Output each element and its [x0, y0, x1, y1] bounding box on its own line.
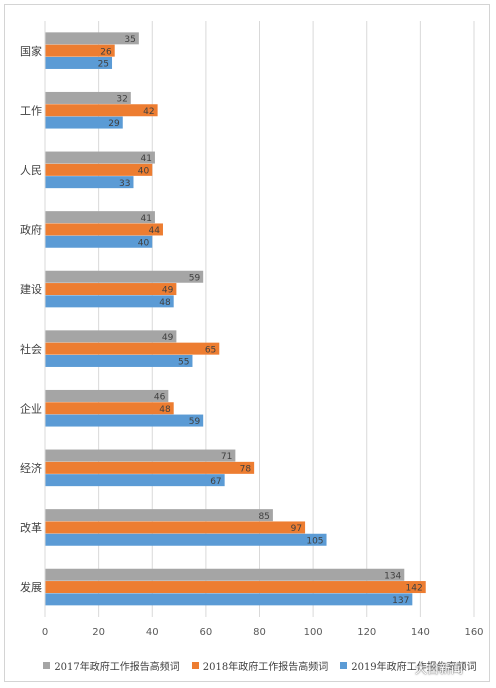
- bar: [45, 270, 204, 283]
- legend-item: 2019年政府工作报告高频词: [340, 658, 477, 673]
- legend-item: 2018年政府工作报告高频词: [191, 658, 329, 673]
- data-label: 40: [138, 238, 150, 248]
- x-tick-label: 80: [253, 627, 266, 638]
- bar: [45, 593, 413, 606]
- legend-swatch: [43, 661, 51, 669]
- category-label: 企业: [20, 401, 42, 415]
- x-tick-label: 160: [464, 627, 483, 638]
- data-label: 71: [221, 452, 232, 462]
- data-label: 134: [384, 571, 401, 581]
- bar: [45, 509, 273, 522]
- bar: [45, 56, 113, 69]
- legend-label: 2017年政府工作报告高频词: [54, 661, 180, 673]
- bar: [45, 474, 225, 487]
- data-label: 137: [392, 596, 409, 606]
- x-tick-label: 20: [92, 627, 105, 638]
- bar: [45, 521, 306, 534]
- bar: [45, 116, 123, 129]
- bar: [45, 295, 174, 308]
- bar: [45, 414, 204, 427]
- data-label: 40: [138, 167, 150, 177]
- legend-swatch: [340, 661, 348, 669]
- bar: [45, 389, 169, 402]
- bar: [45, 461, 255, 474]
- category-label: 社会: [20, 342, 42, 356]
- bar: [45, 449, 236, 462]
- data-label: 29: [108, 119, 120, 129]
- bar: [45, 342, 220, 355]
- data-label: 105: [306, 536, 323, 546]
- data-label: 44: [149, 226, 161, 236]
- category-label: 经济: [20, 461, 42, 475]
- bar: [45, 354, 193, 367]
- x-tick-label: 120: [357, 627, 376, 638]
- data-label: 97: [291, 524, 302, 534]
- data-label: 41: [140, 154, 151, 164]
- bar: [45, 235, 153, 248]
- category-label: 建设: [20, 282, 42, 296]
- data-label: 42: [143, 107, 154, 117]
- data-label: 32: [116, 95, 127, 105]
- data-label: 78: [240, 465, 252, 475]
- data-label: 49: [162, 286, 174, 296]
- data-label: 85: [258, 512, 269, 522]
- bar: [45, 283, 177, 296]
- data-label: 48: [159, 298, 171, 308]
- legend-swatch: [191, 661, 199, 669]
- bar: [45, 32, 139, 45]
- chart-frame: 0 20 40 60 80 100 120 140 160 35 26 25 国家 32 42 29 工作 41 4…: [4, 4, 490, 682]
- bar: [45, 568, 405, 581]
- data-label: 48: [159, 405, 171, 415]
- data-label: 49: [162, 333, 174, 343]
- bar: [45, 176, 134, 189]
- bar: [45, 533, 327, 546]
- data-label: 35: [124, 35, 135, 45]
- legend-item: 2017年政府工作报告高频词: [43, 658, 180, 673]
- bar: [45, 163, 153, 176]
- data-label: 59: [189, 417, 201, 427]
- category-label: 发展: [20, 580, 42, 594]
- bar: [45, 151, 155, 164]
- bar: [45, 91, 131, 104]
- x-tick-label: 140: [411, 627, 430, 638]
- data-label: 46: [154, 393, 166, 403]
- legend-label: 2018年政府工作报告高频词: [202, 661, 329, 673]
- category-label: 工作: [20, 104, 42, 117]
- category-label: 国家: [20, 44, 42, 58]
- data-label: 59: [189, 273, 201, 283]
- data-label: 55: [178, 358, 189, 368]
- data-label: 26: [100, 47, 112, 57]
- category-label: 政府: [20, 223, 42, 237]
- data-label: 33: [119, 179, 130, 189]
- data-label: 41: [140, 214, 151, 224]
- data-label: 65: [205, 345, 216, 355]
- x-tick-label: 0: [42, 627, 48, 638]
- category-label: 改革: [20, 521, 42, 535]
- data-label: 67: [210, 477, 221, 487]
- bar: [45, 402, 174, 415]
- legend: 2017年政府工作报告高频词 2018年政府工作报告高频词 2019年政府工作报告高…: [35, 655, 485, 675]
- bar: [45, 223, 163, 236]
- x-tick-label: 40: [146, 627, 159, 638]
- x-tick-label: 100: [304, 627, 323, 638]
- bar: [45, 104, 158, 117]
- category-label: 人民: [20, 164, 42, 177]
- bar-chart: 0 20 40 60 80 100 120 140 160 35 26 25 国家 32 42 29 工作 41 4…: [20, 21, 484, 638]
- watermark-text: 大白新闻: [415, 662, 464, 676]
- data-label: 142: [406, 584, 423, 594]
- x-tick-label: 60: [200, 627, 213, 638]
- bar: [45, 581, 426, 594]
- data-label: 25: [98, 60, 109, 70]
- bar: [45, 211, 155, 224]
- bar: [45, 44, 115, 57]
- bar: [45, 330, 177, 343]
- legend-label: 2019年政府工作报告高频词: [351, 661, 477, 673]
